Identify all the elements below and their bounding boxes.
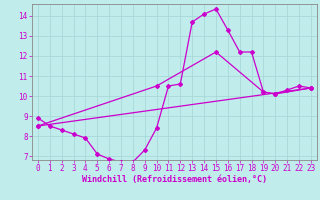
X-axis label: Windchill (Refroidissement éolien,°C): Windchill (Refroidissement éolien,°C) xyxy=(82,175,267,184)
